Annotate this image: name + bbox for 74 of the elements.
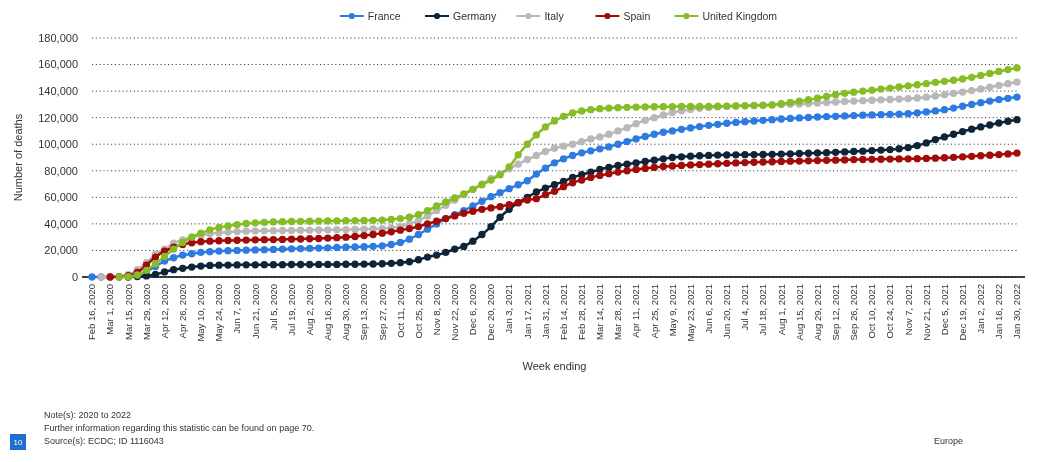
x-tick-label: Jul 18, 2021: [757, 284, 769, 336]
x-tick-label: Jan 17, 2021: [521, 284, 533, 339]
x-tick-label: Dec 20, 2020: [485, 284, 497, 341]
x-tick-label: Nov 7, 2021: [902, 284, 914, 336]
y-tick-label: 140,000: [38, 84, 78, 97]
x-tick-label: May 24, 2020: [213, 284, 225, 342]
x-tick-label: Aug 15, 2021: [793, 284, 805, 341]
x-tick-label: Aug 1, 2021: [775, 284, 787, 336]
x-tick-label: Sep 26, 2021: [848, 284, 860, 341]
y-tick-label: 60,000: [44, 191, 78, 204]
x-tick-label: Sep 27, 2020: [376, 284, 388, 341]
x-tick-label: Jan 30, 2022: [1011, 284, 1023, 339]
legend-label: United Kingdom: [702, 9, 778, 22]
x-tick-label: Jan 2, 2022: [975, 284, 987, 334]
y-tick-label: 120,000: [38, 111, 78, 124]
y-tick-label: 100,000: [38, 138, 78, 151]
y-tick-label: 20,000: [44, 244, 78, 257]
x-tick-label: Aug 30, 2020: [340, 284, 352, 341]
legend-label: Spain: [623, 9, 651, 22]
legend-label: Italy: [544, 9, 565, 22]
x-tick-label: Feb 16, 2020: [86, 284, 98, 340]
x-tick-label: Jul 19, 2020: [285, 284, 297, 336]
x-tick-label: Jan 31, 2021: [539, 284, 551, 339]
x-tick-label: Sep 12, 2021: [829, 284, 841, 341]
text: Further information regarding this statistic can be found on page 70.: [44, 423, 315, 433]
x-tick-label: Mar 1, 2020: [104, 284, 116, 335]
x-tick-label: Sep 13, 2020: [358, 284, 370, 341]
y-tick-label: 160,000: [38, 58, 78, 71]
x-tick-label: Feb 28, 2021: [576, 284, 588, 340]
x-tick-label: Mar 28, 2021: [612, 284, 624, 340]
x-axis-title: Week ending: [522, 360, 587, 372]
x-tick-label: Aug 29, 2021: [811, 284, 823, 341]
y-tick-label: 180,000: [38, 31, 78, 44]
x-tick-label: Jun 6, 2021: [702, 284, 714, 334]
legend-label: Germany: [453, 9, 497, 22]
x-tick-label: Oct 24, 2021: [884, 284, 896, 339]
legend-label: France: [367, 9, 401, 22]
x-tick-label: Apr 11, 2021: [630, 284, 642, 338]
y-tick-label: 0: [71, 270, 78, 283]
x-tick-label: May 23, 2021: [684, 284, 696, 342]
y-axis-title: Number of deaths: [12, 113, 24, 202]
x-tick-label: Apr 26, 2020: [177, 284, 189, 339]
x-tick-label: Mar 14, 2021: [594, 284, 606, 340]
x-tick-label: Dec 5, 2021: [938, 284, 950, 336]
x-tick-label: Nov 22, 2020: [449, 284, 461, 341]
x-tick-label: Feb 14, 2021: [557, 284, 569, 340]
x-tick-label: Oct 11, 2020: [394, 284, 406, 338]
x-tick-label: May 9, 2021: [666, 284, 678, 337]
x-tick-label: Apr 12, 2020: [158, 284, 170, 339]
x-tick-label: Aug 2, 2020: [303, 284, 315, 336]
x-tick-label: Oct 25, 2020: [412, 284, 424, 339]
x-tick-label: Jun 20, 2021: [721, 284, 733, 339]
x-tick-label: Mar 29, 2020: [140, 284, 152, 340]
x-tick-label: Jul 4, 2021: [739, 284, 751, 331]
x-tick-label: Dec 19, 2021: [956, 284, 968, 341]
x-tick-label: Nov 21, 2021: [920, 284, 932, 341]
source-note: Source(s): ECDC; ID 1116043: [44, 436, 164, 446]
text: Europe: [934, 436, 964, 446]
x-tick-label: Apr 25, 2021: [648, 284, 660, 339]
x-tick-label: Oct 10, 2021: [866, 284, 878, 339]
y-tick-label: 40,000: [44, 217, 78, 230]
x-tick-label: Nov 8, 2020: [430, 284, 442, 336]
x-tick-label: Jun 21, 2020: [249, 284, 261, 339]
x-tick-label: Aug 16, 2020: [322, 284, 334, 341]
x-tick-label: Jan 3, 2021: [503, 284, 515, 334]
text: Note(s): 2020 to 2022: [44, 410, 132, 420]
y-tick-label: 80,000: [44, 164, 78, 177]
x-tick-label: Jul 5, 2020: [267, 284, 279, 331]
x-tick-label: Jan 16, 2022: [993, 284, 1005, 339]
x-tick-label: Dec 6, 2020: [467, 284, 479, 336]
x-tick-label: Mar 15, 2020: [122, 284, 134, 340]
x-tick-label: May 10, 2020: [195, 284, 207, 342]
x-tick-label: Jun 7, 2020: [231, 284, 243, 334]
text: 10: [13, 437, 23, 447]
